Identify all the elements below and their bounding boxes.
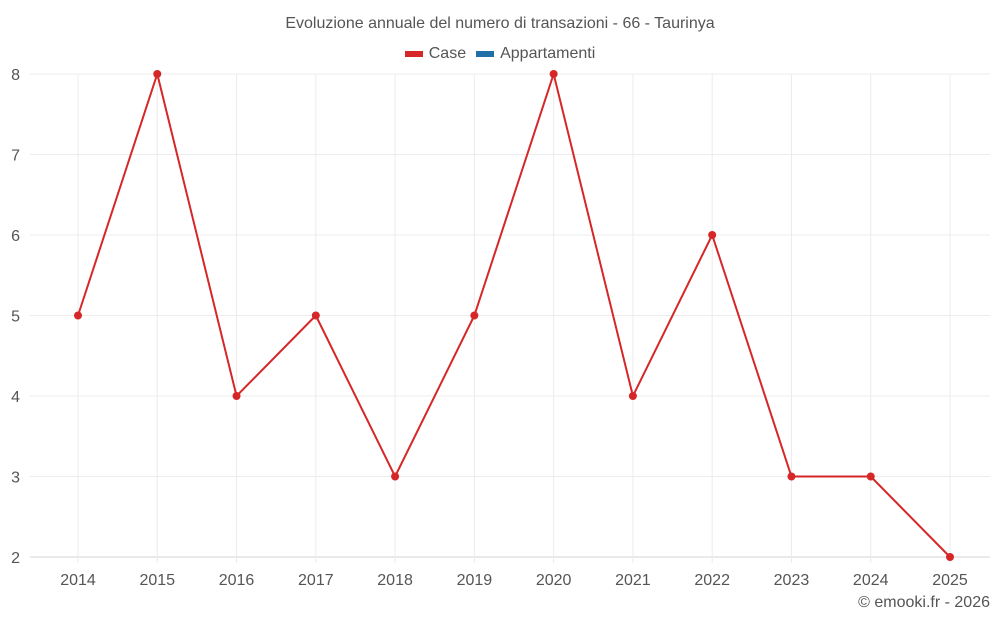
y-tick-label: 3 (11, 470, 20, 487)
copyright-credit: © emooki.fr - 2026 (858, 594, 990, 611)
y-tick-label: 2 (11, 550, 20, 567)
y-tick-label: 6 (11, 228, 20, 245)
data-point (708, 231, 717, 239)
chart-title: Evoluzione annuale del numero di transaz… (285, 15, 715, 32)
x-tick-label: 2021 (615, 572, 651, 589)
x-tick-label: 2015 (139, 572, 175, 589)
y-tick-label: 7 (11, 148, 20, 165)
data-point (153, 70, 162, 78)
data-point (787, 472, 796, 481)
legend-swatch-case (404, 51, 423, 57)
data-point (232, 392, 241, 400)
x-tick-label: 2025 (932, 572, 968, 589)
series-line-case (77, 70, 951, 558)
x-tick-label: 2023 (774, 572, 810, 589)
y-tick-label: 4 (11, 389, 20, 406)
x-tick-label: 2016 (219, 572, 255, 589)
x-tick-label: 2019 (457, 572, 493, 589)
data-point (946, 553, 954, 561)
data-point (866, 472, 875, 481)
legend-label-case: Case (428, 45, 467, 62)
legend-label-appartamenti: Appartamenti (500, 45, 596, 62)
data-point (74, 311, 82, 320)
x-tick-label: 2017 (298, 572, 334, 589)
x-tick-label: 2014 (60, 572, 96, 589)
y-tick-label: 5 (11, 309, 20, 326)
y-tick-label: 8 (11, 67, 20, 84)
x-tick-label: 2018 (377, 572, 413, 589)
data-point (628, 392, 637, 400)
x-tick-label: 2022 (694, 572, 730, 589)
legend-swatch-appartamenti (476, 51, 495, 57)
data-point (549, 70, 558, 78)
x-tick-label: 2020 (536, 572, 572, 589)
x-tick-label: 2024 (853, 572, 889, 589)
chart-legend: Case Appartamenti (0, 45, 1000, 63)
data-point (391, 472, 400, 481)
data-point (470, 311, 479, 320)
legend-item-appartamenti[interactable]: Appartamenti (476, 45, 595, 63)
data-point (311, 311, 320, 320)
legend-item-case[interactable]: Case (404, 45, 467, 63)
